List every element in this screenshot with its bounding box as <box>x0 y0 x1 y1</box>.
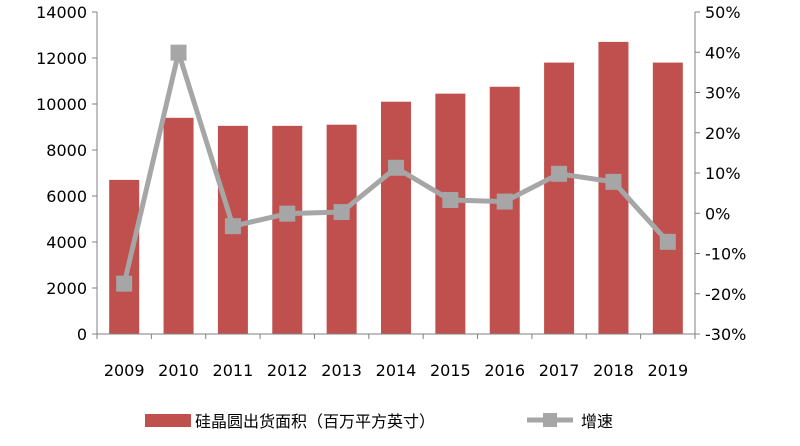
x-tick-label: 2018 <box>593 361 634 380</box>
line-layer <box>116 44 676 292</box>
growth-marker-2011 <box>224 218 241 235</box>
bars-layer <box>109 41 683 335</box>
left-tick-label: 12000 <box>36 49 87 68</box>
x-tick-label: 2013 <box>321 361 362 380</box>
x-tick-label: 2016 <box>484 361 525 380</box>
legend: 硅晶圆出货面积（百万平方英寸） 增速 <box>145 412 613 431</box>
left-tick-label: 4000 <box>46 233 87 252</box>
bar-2016 <box>489 86 520 334</box>
legend-line-label: 增速 <box>581 412 613 431</box>
growth-marker-2019 <box>659 233 676 250</box>
left-tick-label: 10000 <box>36 95 87 114</box>
left-tick-label: 14000 <box>36 3 87 22</box>
left-tick-label: 0 <box>77 325 87 344</box>
growth-marker-2009 <box>116 275 133 292</box>
growth-marker-2017 <box>551 165 568 182</box>
right-tick-label: 30% <box>705 84 741 103</box>
legend-bar-label: 硅晶圆出货面积（百万平方英寸） <box>195 412 435 431</box>
right-tick-label: 50% <box>705 3 741 22</box>
bar-2019 <box>652 62 683 334</box>
bar-2014 <box>381 101 411 334</box>
x-tick-label: 2009 <box>104 361 145 380</box>
right-tick-label: -20% <box>705 285 746 304</box>
growth-marker-2016 <box>496 193 513 210</box>
x-tick-label: 2017 <box>539 361 580 380</box>
right-tick-label: -10% <box>705 245 746 264</box>
bar-2015 <box>435 93 466 335</box>
left-axis-ticks: 0 2000 4000 6000 8000 10000 12000 14000 <box>36 3 97 344</box>
right-axis-ticks: -30% -20% -10% 0% 10% 20% 30% 40% 50% <box>695 3 746 344</box>
x-axis-ticks: 2009 2010 2011 2012 2013 2014 2015 2016 2017 2018… <box>96 334 696 380</box>
bar-2013 <box>326 124 357 334</box>
bar-2010 <box>163 117 194 334</box>
x-tick-label: 2014 <box>376 361 417 380</box>
x-tick-label: 2010 <box>158 361 199 380</box>
growth-marker-2018 <box>605 173 622 190</box>
bar-2017 <box>544 62 575 334</box>
right-tick-label: 40% <box>705 43 741 62</box>
right-tick-label: -30% <box>705 325 746 344</box>
bar-2009 <box>109 179 140 334</box>
legend-bar-swatch <box>145 414 191 427</box>
left-tick-label: 8000 <box>46 141 87 160</box>
left-tick-label: 6000 <box>46 187 87 206</box>
x-tick-label: 2011 <box>213 361 254 380</box>
growth-marker-2014 <box>388 159 404 176</box>
right-tick-label: 20% <box>705 124 741 143</box>
legend-line-marker <box>543 413 557 427</box>
left-tick-label: 2000 <box>46 279 87 298</box>
right-tick-label: 0% <box>705 204 730 223</box>
growth-marker-2012 <box>279 205 296 222</box>
x-tick-label: 2015 <box>430 361 471 380</box>
growth-marker-2015 <box>442 191 459 208</box>
bar-2012 <box>272 125 303 334</box>
right-tick-label: 10% <box>705 164 741 183</box>
x-tick-label: 2012 <box>267 361 308 380</box>
growth-marker-2013 <box>333 204 350 221</box>
x-tick-label: 2019 <box>647 361 688 380</box>
growth-marker-2010 <box>170 44 187 61</box>
